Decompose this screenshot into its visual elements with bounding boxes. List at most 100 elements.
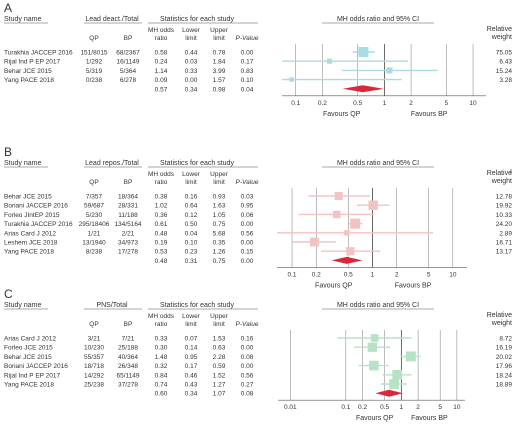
study-marker <box>368 200 378 210</box>
lower-limit: 0.10 <box>185 240 198 247</box>
relative-weight: 18.24 <box>496 372 513 379</box>
study-marker <box>358 47 369 57</box>
header-upper: Upper <box>210 171 229 178</box>
header-p-value: P-Value <box>236 35 259 42</box>
qp-count: 3/21 <box>88 336 101 343</box>
study-name: Boriani JACCEP 2016 <box>4 363 68 370</box>
header-upper: limit <box>213 35 225 42</box>
odds-ratio: 0.30 <box>155 345 168 352</box>
lower-limit: 0.50 <box>185 221 198 228</box>
lower-limit: 0.00 <box>185 77 198 84</box>
header-bp: BP <box>124 321 133 328</box>
lower-limit: 0.46 <box>185 372 198 379</box>
header-counts: Lead repos./Total <box>85 160 139 167</box>
summary-p-value: 0.08 <box>241 391 254 398</box>
x-tick-label: 0.5 <box>344 271 353 278</box>
header-qp: QP <box>89 179 98 186</box>
x-tick-label: 0.1 <box>291 100 300 107</box>
header-lower: Lower <box>182 171 201 178</box>
upper-limit: 1.63 <box>213 203 226 210</box>
header-upper: Upper <box>210 27 229 34</box>
study-marker <box>370 334 379 342</box>
bp-count: 25/188 <box>118 345 138 352</box>
header-study-name: Study name <box>4 160 41 167</box>
study-name: Forleo JIntEP 2015 <box>4 212 60 219</box>
header-upper: limit <box>213 321 225 328</box>
upper-limit: 0.78 <box>213 50 226 57</box>
x-tick-label: 0.1 <box>341 404 350 411</box>
header-stats: Statistics for each study <box>160 160 234 167</box>
p-value: 0.16 <box>241 336 254 343</box>
lower-limit: 0.64 <box>185 203 198 210</box>
odds-ratio: 0.84 <box>155 372 168 379</box>
relative-weight: 12.78 <box>496 194 513 201</box>
study-marker <box>326 58 332 64</box>
p-value: 0.56 <box>241 230 254 237</box>
favours-right-label: Favours BP <box>411 415 448 422</box>
study-marker <box>334 191 343 201</box>
relative-weight: 16.71 <box>496 240 513 247</box>
odds-ratio: 0.36 <box>155 212 168 219</box>
odds-ratio: 0.09 <box>155 77 168 84</box>
bp-count: 28/331 <box>118 203 138 210</box>
header-study-name: Study name <box>4 16 41 23</box>
qp-count: 14/292 <box>84 372 104 379</box>
favours-left-label: Favours QP <box>315 282 353 289</box>
favours-left-label: Favours QP <box>323 111 361 118</box>
relative-weight: 6.43 <box>499 59 512 66</box>
header-p-value: P-Value <box>236 179 259 186</box>
summary-odds-ratio: 0.57 <box>155 86 168 93</box>
qp-count: 59/687 <box>84 203 104 210</box>
bp-count: 134/5164 <box>114 221 141 228</box>
lower-limit: 0.23 <box>185 249 198 256</box>
header-bp: BP <box>124 179 133 186</box>
x-tick-label: 5 <box>445 100 449 107</box>
header-plot: MH odds ratio and 95% CI <box>337 16 419 23</box>
qp-count: 5/230 <box>86 212 103 219</box>
bp-count: 40/364 <box>118 354 138 361</box>
bp-count: 37/278 <box>118 382 138 389</box>
odds-ratio: 0.48 <box>155 230 168 237</box>
p-value: 0.06 <box>241 212 254 219</box>
bp-count: 2/21 <box>122 230 135 237</box>
study-name: Yang PACE 2018 <box>4 249 54 256</box>
p-value: 0.00 <box>241 50 254 57</box>
lower-limit: 0.12 <box>185 212 198 219</box>
header-stats: Statistics for each study <box>160 302 234 309</box>
p-value: 0.27 <box>241 382 254 389</box>
summary-p-value: 0.00 <box>241 258 254 265</box>
qp-count: 151/8015 <box>80 50 107 57</box>
summary-odds-ratio: 0.60 <box>155 391 168 398</box>
summary-odds-ratio: 0.48 <box>155 258 168 265</box>
study-marker <box>405 351 416 362</box>
header-lower: limit <box>185 179 197 186</box>
study-name: Boriani JACCEP 2016 <box>4 203 68 210</box>
header-or: MH odds <box>148 27 175 34</box>
x-tick-label: 10 <box>449 271 457 278</box>
header-upper: limit <box>213 179 225 186</box>
panel-label: C <box>4 287 13 301</box>
odds-ratio: 0.74 <box>155 382 168 389</box>
odds-ratio: 0.53 <box>155 249 168 256</box>
upper-limit: 2.28 <box>213 354 226 361</box>
p-value: 0.00 <box>241 345 254 352</box>
p-value: 0.15 <box>241 249 254 256</box>
lower-limit: 0.03 <box>185 59 198 66</box>
upper-limit: 0.63 <box>213 345 226 352</box>
p-value: 0.83 <box>241 68 254 75</box>
summary-lower-limit: 0.34 <box>185 391 198 398</box>
lower-limit: 0.44 <box>185 50 198 57</box>
odds-ratio: 0.24 <box>155 59 168 66</box>
header-p-value: P-Value <box>236 321 259 328</box>
header-weight: Relative <box>487 312 512 319</box>
summary-diamond <box>375 389 403 397</box>
p-value: 0.00 <box>241 221 254 228</box>
lower-limit: 0.14 <box>185 345 198 352</box>
relative-weight: 19.92 <box>496 203 513 210</box>
header-or: MH odds <box>148 313 175 320</box>
x-tick-label: 10 <box>469 100 477 107</box>
panel-label: A <box>4 1 12 15</box>
bp-count: 6/278 <box>120 77 137 84</box>
header-lower: limit <box>185 321 197 328</box>
